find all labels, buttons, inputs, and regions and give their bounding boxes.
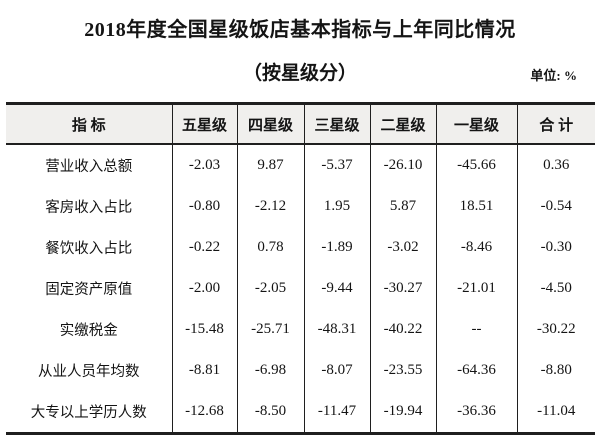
row-label-cell: 营业收入总额 bbox=[45, 159, 133, 175]
row-label-cell: 餐饮收入占比 bbox=[45, 241, 133, 257]
value-cell: -30.27 bbox=[369, 268, 436, 309]
value-cell: -5.37 bbox=[303, 144, 370, 186]
row-label-cell: 从业人员年均数 bbox=[38, 364, 140, 380]
table-row: 营业收入总额 -2.03 9.87 -5.37 -26.10 -45.66 0.… bbox=[6, 144, 595, 186]
value-cell: -15.48 bbox=[171, 309, 237, 350]
value-cell: -0.80 bbox=[171, 186, 237, 227]
row-label-cell: 固定资产原值 bbox=[45, 282, 133, 298]
header-cell-three-star: 三星级 bbox=[303, 103, 370, 145]
value-cell: 0.78 bbox=[236, 227, 304, 268]
value-cell: 1.95 bbox=[303, 186, 370, 227]
value-cell: -26.10 bbox=[369, 144, 436, 186]
value-cell: -0.22 bbox=[171, 227, 237, 268]
value-cell: -2.03 bbox=[171, 144, 237, 186]
indicators-table: 指 标 五星级 四星级 三星级 二星级 一星级 合 计 营业收入总额 -2.03… bbox=[6, 102, 595, 435]
value-cell: 18.51 bbox=[435, 186, 517, 227]
value-cell: -12.68 bbox=[171, 391, 237, 434]
table-row: 实缴税金 -15.48 -25.71 -48.31 -40.22 -- -30.… bbox=[6, 309, 595, 350]
value-cell: 9.87 bbox=[236, 144, 304, 186]
value-cell: 5.87 bbox=[369, 186, 436, 227]
report-subtitle: （按星级分） bbox=[242, 63, 357, 84]
unit-label: 单位: % bbox=[530, 68, 577, 83]
value-cell: -36.36 bbox=[435, 391, 517, 434]
value-cell: -- bbox=[435, 309, 517, 350]
value-cell: -21.01 bbox=[435, 268, 517, 309]
header-cell-total: 合 计 bbox=[516, 103, 595, 145]
value-cell: -11.47 bbox=[303, 391, 370, 434]
value-cell: -48.31 bbox=[303, 309, 370, 350]
value-cell: -8.50 bbox=[236, 391, 304, 434]
value-cell: -40.22 bbox=[369, 309, 436, 350]
value-cell: -0.30 bbox=[516, 227, 595, 268]
value-cell: -2.05 bbox=[236, 268, 304, 309]
value-cell: 0.36 bbox=[516, 144, 595, 186]
table-row: 从业人员年均数 -8.81 -6.98 -8.07 -23.55 -64.36 … bbox=[6, 350, 595, 391]
header-cell-four-star: 四星级 bbox=[236, 103, 304, 145]
value-cell: -2.00 bbox=[171, 268, 237, 309]
table-row: 固定资产原值 -2.00 -2.05 -9.44 -30.27 -21.01 -… bbox=[6, 268, 595, 309]
value-cell: -9.44 bbox=[303, 268, 370, 309]
row-label-cell: 客房收入占比 bbox=[45, 200, 133, 216]
value-cell: -0.54 bbox=[516, 186, 595, 227]
value-cell: -8.46 bbox=[435, 227, 517, 268]
value-cell: -8.81 bbox=[171, 350, 237, 391]
value-cell: -45.66 bbox=[435, 144, 517, 186]
value-cell: -23.55 bbox=[369, 350, 436, 391]
table-row: 客房收入占比 -0.80 -2.12 1.95 5.87 18.51 -0.54 bbox=[6, 186, 595, 227]
value-cell: -1.89 bbox=[303, 227, 370, 268]
header-cell-two-star: 二星级 bbox=[369, 103, 436, 145]
value-cell: -8.80 bbox=[516, 350, 595, 391]
value-cell: -64.36 bbox=[435, 350, 517, 391]
value-cell: -11.04 bbox=[516, 391, 595, 434]
report-title: 2018年度全国星级饭店基本指标与上年同比情况 bbox=[84, 19, 516, 41]
value-cell: -2.12 bbox=[236, 186, 304, 227]
header-cell-indicator: 指 标 bbox=[6, 103, 172, 145]
value-cell: -19.94 bbox=[369, 391, 436, 434]
value-cell: -3.02 bbox=[369, 227, 436, 268]
table-row: 餐饮收入占比 -0.22 0.78 -1.89 -3.02 -8.46 -0.3… bbox=[6, 227, 595, 268]
header-cell-five-star: 五星级 bbox=[171, 103, 237, 145]
value-cell: -30.22 bbox=[516, 309, 595, 350]
value-cell: -8.07 bbox=[303, 350, 370, 391]
header-cell-one-star: 一星级 bbox=[435, 103, 517, 145]
table-row: 大专以上学历人数 -12.68 -8.50 -11.47 -19.94 -36.… bbox=[6, 391, 595, 434]
value-cell: -25.71 bbox=[236, 309, 304, 350]
row-label-cell: 实缴税金 bbox=[59, 323, 118, 339]
value-cell: -6.98 bbox=[236, 350, 304, 391]
value-cell: -4.50 bbox=[516, 268, 595, 309]
row-label-cell: 大专以上学历人数 bbox=[30, 405, 147, 421]
table-header-row: 指 标 五星级 四星级 三星级 二星级 一星级 合 计 bbox=[6, 103, 595, 145]
